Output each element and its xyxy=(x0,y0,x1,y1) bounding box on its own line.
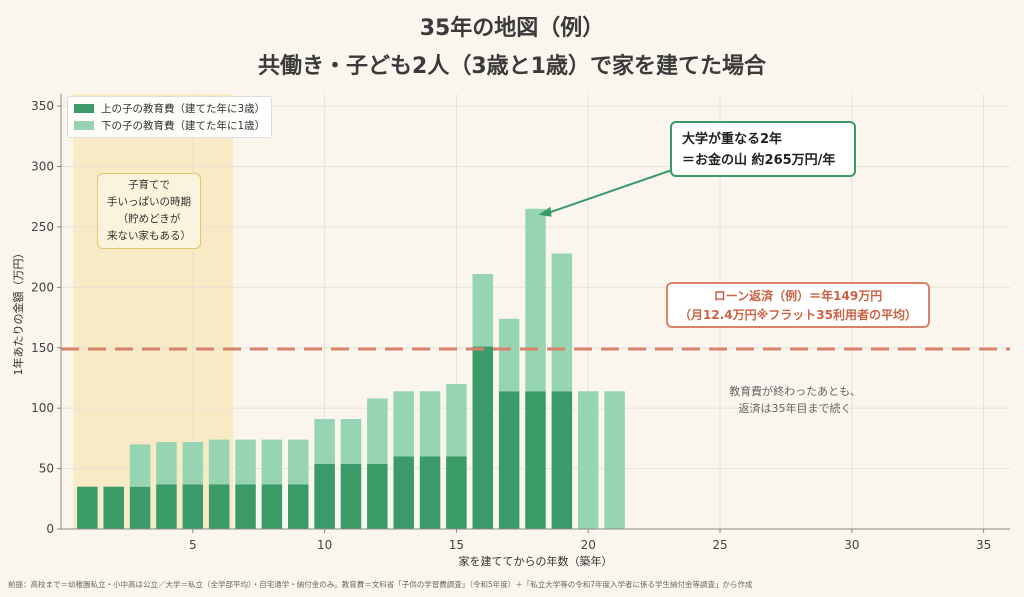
y-tick-label: 300 xyxy=(31,160,54,174)
bar-younger-child xyxy=(314,419,335,464)
axes-layer: 0 50 100 150 200 250 300 350 5 10 15 20 25 30 35 家を建ててか… xyxy=(11,94,1010,568)
after-education-note: 教育費が終わったあとも、 返済は35年目まで続く xyxy=(700,383,890,417)
bar-older-child xyxy=(182,484,204,529)
bar-older-child xyxy=(235,484,256,529)
y-tick-label: 200 xyxy=(31,280,54,294)
bar-younger-child xyxy=(129,444,151,487)
bar-younger-child xyxy=(208,439,230,485)
bar-younger-child xyxy=(551,253,573,392)
bar-younger-child xyxy=(498,318,520,392)
legend-label-younger: 下の子の教育費（建てた年に1歳） xyxy=(101,120,266,132)
x-axis-label: 家を建ててからの年数（築年） xyxy=(459,554,613,568)
x-tick-label: 35 xyxy=(976,538,991,552)
after-note-line2: 返済は35年目まで続く xyxy=(738,402,852,415)
loan-note-line2: （月12.4万円※フラット35利用者の平均） xyxy=(679,308,917,322)
x-tick-label: 5 xyxy=(189,538,197,552)
legend-item-younger: 下の子の教育費（建てた年に1歳） xyxy=(74,117,265,134)
bar-younger-child xyxy=(577,391,599,529)
bar-older-child xyxy=(367,463,388,529)
x-tick-label: 15 xyxy=(449,538,464,552)
y-tick-label: 150 xyxy=(31,341,54,355)
chart-title-line2: 共働き・子ども2人（3歳と1歳）で家を建てた場合 xyxy=(258,54,766,79)
y-axis-label: 1年あたりの金額（万円） xyxy=(11,248,25,376)
bar-younger-child xyxy=(604,391,625,529)
bar-younger-child xyxy=(367,398,388,464)
bar-younger-child xyxy=(393,391,414,457)
legend-swatch-younger xyxy=(74,121,94,130)
child-note-line4: 来ない家もある） xyxy=(107,230,191,242)
bar-older-child xyxy=(129,486,151,529)
legend: 上の子の教育費（建てた年に3歳） 下の子の教育費（建てた年に1歳） xyxy=(67,96,273,138)
bar-younger-child xyxy=(446,384,467,457)
chart-title-line1: 35年の地図（例） xyxy=(419,16,605,41)
bars-layer xyxy=(61,208,1010,529)
bar-younger-child xyxy=(419,391,441,457)
bar-older-child xyxy=(208,484,230,529)
bar-older-child xyxy=(340,463,362,529)
x-tick-label: 30 xyxy=(844,538,859,552)
y-tick-label: 250 xyxy=(31,220,54,234)
bar-older-child xyxy=(525,391,546,529)
bar-younger-child xyxy=(340,419,362,464)
bar-younger-child xyxy=(288,439,309,485)
y-tick-label: 350 xyxy=(31,99,54,113)
legend-swatch-older xyxy=(74,104,94,113)
bar-older-child xyxy=(472,346,494,529)
peak-annotation: 大学が重なる2年 ＝お金の山 約265万円/年 xyxy=(670,121,856,177)
bar-older-child xyxy=(314,463,335,529)
bar-older-child xyxy=(156,484,177,529)
bar-younger-child xyxy=(525,208,546,392)
child-note-line3: （貯めどきが xyxy=(117,213,181,225)
bar-older-child xyxy=(77,486,98,529)
footnote: 前提：高校まで＝幼稚園私立・小中高は公立／大学＝私立（全学部平均）・自宅通学・納… xyxy=(8,580,753,589)
bar-older-child xyxy=(103,486,124,529)
y-tick-label: 50 xyxy=(39,462,54,476)
bar-younger-child xyxy=(472,274,494,347)
child-note-line1: 子育てで xyxy=(128,179,170,191)
peak-arrow-head xyxy=(538,206,552,217)
x-tick-label: 25 xyxy=(712,538,727,552)
bar-older-child xyxy=(288,484,309,529)
loan-annotation: ローン返済（例）＝年149万円 （月12.4万円※フラット35利用者の平均） xyxy=(666,282,930,328)
peak-arrow-line xyxy=(548,169,673,214)
legend-item-older: 上の子の教育費（建てた年に3歳） xyxy=(74,100,265,117)
y-tick-label: 100 xyxy=(31,401,54,415)
x-tick-label: 10 xyxy=(317,538,332,552)
after-note-line1: 教育費が終わったあとも、 xyxy=(729,385,861,398)
bar-younger-child xyxy=(156,442,177,485)
bar-younger-child xyxy=(182,442,204,485)
legend-label-older: 上の子の教育費（建てた年に3歳） xyxy=(101,103,266,115)
bar-younger-child xyxy=(261,439,283,485)
loan-note-line1: ローン返済（例）＝年149万円 xyxy=(713,289,883,303)
bar-older-child xyxy=(498,391,520,529)
bar-older-child xyxy=(446,456,467,529)
peak-note-line1: 大学が重なる2年 xyxy=(682,132,783,147)
bar-younger-child xyxy=(235,439,256,485)
bar-older-child xyxy=(551,391,573,529)
y-tick-label: 0 xyxy=(46,522,54,536)
child-period-annotation: 子育てで 手いっぱいの時期 （貯めどきが 来ない家もある） xyxy=(97,173,201,249)
child-note-line2: 手いっぱいの時期 xyxy=(107,196,191,208)
bar-older-child xyxy=(261,484,283,529)
bar-older-child xyxy=(393,456,414,529)
bar-older-child xyxy=(419,456,441,529)
x-tick-label: 20 xyxy=(581,538,596,552)
peak-note-line2: ＝お金の山 約265万円/年 xyxy=(682,153,836,168)
